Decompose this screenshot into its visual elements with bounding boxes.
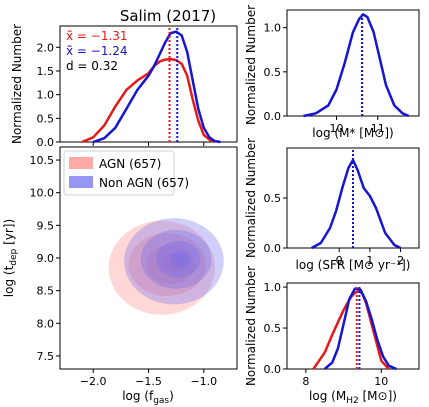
y-axis-label: Normalized Number bbox=[244, 138, 258, 258]
y-tick-label: 1.0 bbox=[264, 281, 282, 294]
non-agn-contour-level-4 bbox=[170, 250, 191, 268]
y-tick-label: 0.5 bbox=[37, 112, 55, 125]
x-tick-label: −2.0 bbox=[80, 375, 107, 388]
panel-stellar-mass: 0.0 0.5 1.0 10 11 Normalized Number log (M*… bbox=[244, 5, 420, 140]
x-tick-label: 10 bbox=[330, 122, 344, 135]
x-tick-label: 1 bbox=[366, 254, 373, 267]
panel-top-left-density: Salim (2017) 0.0 0.5 1.0 1.5 2.0 Normalized … bbox=[10, 7, 238, 149]
x-ticks bbox=[92, 142, 205, 146]
y-tick-label: 8.5 bbox=[37, 285, 55, 298]
series-line-non-agn bbox=[303, 13, 410, 118]
legend-label-non-agn: Non AGN (657) bbox=[99, 176, 189, 190]
y-axis-label: log (tdep [yr]) bbox=[2, 219, 19, 297]
figure-title: Salim (2017) bbox=[120, 7, 216, 25]
legend-swatch-non-agn bbox=[69, 176, 93, 188]
y-tick-labels: 0.0 0.5 bbox=[264, 192, 287, 255]
y-tick-label: 9.5 bbox=[37, 219, 55, 232]
y-axis-label: Normalized Number bbox=[244, 266, 258, 386]
y-tick-label: 1.0 bbox=[37, 89, 55, 102]
density-curves bbox=[312, 287, 397, 371]
x-tick-label: 11 bbox=[371, 122, 385, 135]
agn-contour-level-2 bbox=[128, 233, 207, 296]
agn-contour-level-3 bbox=[146, 244, 195, 285]
series-line-agn bbox=[312, 289, 390, 370]
x-tick-labels: 0 1 2 bbox=[336, 248, 404, 267]
y-tick-labels: 0.0 0.5 1.0 bbox=[264, 22, 287, 123]
y-tick-label: 0.0 bbox=[264, 242, 282, 255]
x-tick-label: 0 bbox=[336, 254, 343, 267]
x-tick-labels: 8 10 bbox=[302, 369, 388, 388]
y-tick-label: 8.0 bbox=[37, 317, 55, 330]
non-agn-contour-level-3 bbox=[156, 241, 201, 278]
axes-frame bbox=[286, 9, 420, 117]
y-tick-label: 0.0 bbox=[37, 136, 55, 149]
x-tick-label: −1.5 bbox=[135, 375, 162, 388]
y-tick-label: 2.0 bbox=[37, 41, 55, 54]
panel-sfr: 0.0 0.5 0 1 2 Normalized Number log (SFR [M… bbox=[244, 138, 420, 272]
agn-median-annotation: x̃ = −1.31 bbox=[66, 29, 128, 43]
x-tick-label: 10 bbox=[374, 375, 388, 388]
y-tick-label: 9.0 bbox=[37, 252, 55, 265]
y-tick-label: 1.0 bbox=[264, 22, 282, 35]
y-tick-label: 0.0 bbox=[264, 110, 282, 123]
panel-molecular-gas-mass: 0.0 0.5 1.0 8 10 Normalized Number log (MH2… bbox=[244, 266, 420, 406]
series-line-non-agn bbox=[311, 158, 402, 250]
contour-layers bbox=[108, 218, 224, 315]
y-axis-label: Normalized Number bbox=[10, 24, 24, 144]
y-tick-labels: 7.5 8.0 8.5 9.0 9.5 10.0 10.5 bbox=[30, 154, 60, 363]
axes-frame bbox=[286, 282, 420, 370]
panel-contour: 7.5 8.0 8.5 9.0 9.5 10.0 10.5 −2.0 −1.5 −1.0 log… bbox=[2, 146, 238, 406]
x-tick-label: −1.0 bbox=[190, 375, 217, 388]
y-tick-label: 0.0 bbox=[264, 363, 282, 376]
x-axis-label: log (M* [M⊙]) bbox=[312, 126, 393, 140]
agn-contour-level-1 bbox=[108, 220, 215, 315]
y-tick-label: 0.5 bbox=[264, 66, 282, 79]
x-axis-label: log (MH2 [M⊙]) bbox=[309, 389, 397, 406]
x-tick-label: 2 bbox=[397, 254, 404, 267]
y-tick-label: 10.5 bbox=[30, 154, 55, 167]
x-tick-labels: −2.0 −1.5 −1.0 bbox=[80, 369, 217, 388]
non-agn-contour-level-1 bbox=[124, 218, 224, 305]
density-curves bbox=[81, 30, 221, 144]
agn-contour-level-4 bbox=[162, 254, 186, 273]
legend: AGN (657) Non AGN (657) bbox=[63, 150, 189, 196]
median-lines bbox=[355, 285, 361, 369]
y-tick-labels: 0.0 0.5 1.0 1.5 2.0 bbox=[37, 41, 60, 149]
x-axis-label: log (SFR [M⊙ yr⁻¹]) bbox=[296, 258, 411, 272]
y-tick-label: 10.0 bbox=[30, 187, 55, 200]
non-agn-contour-level-2 bbox=[140, 229, 212, 289]
y-tick-label: 7.5 bbox=[37, 350, 55, 363]
density-curves bbox=[303, 13, 410, 118]
non-agn-median-annotation: x̃ = −1.24 bbox=[66, 44, 128, 58]
y-axis-label: Normalized Number bbox=[244, 5, 258, 125]
series-line-agn bbox=[81, 57, 216, 144]
series-line-non-agn bbox=[92, 30, 221, 144]
legend-swatch-agn bbox=[69, 157, 93, 169]
density-curves bbox=[311, 158, 402, 250]
legend-label-agn: AGN (657) bbox=[99, 157, 161, 171]
y-tick-label: 1.5 bbox=[37, 65, 55, 78]
x-tick-labels: 10 11 bbox=[330, 116, 385, 135]
y-tick-label: 0.5 bbox=[264, 192, 282, 205]
y-tick-labels: 0.0 0.5 1.0 bbox=[264, 281, 287, 376]
y-tick-label: 0.5 bbox=[264, 322, 282, 335]
series-line-non-agn bbox=[323, 287, 397, 371]
x-axis-label: log (fgas) bbox=[122, 389, 174, 406]
effect-size-annotation: d = 0.32 bbox=[66, 59, 118, 73]
median-lines bbox=[168, 28, 179, 142]
x-tick-label: 8 bbox=[302, 375, 309, 388]
